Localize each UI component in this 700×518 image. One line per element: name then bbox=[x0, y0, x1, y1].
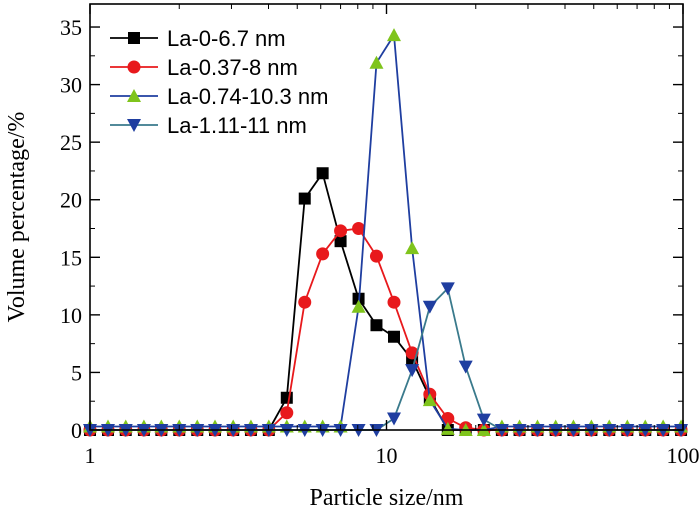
y-tick-label: 15 bbox=[60, 245, 82, 270]
data-point bbox=[441, 411, 455, 425]
series-line bbox=[90, 34, 682, 431]
data-point bbox=[387, 412, 402, 426]
data-point bbox=[422, 393, 437, 407]
data-point bbox=[352, 222, 366, 236]
axes: 1 10 100 0 5 10 15 20 25 30 35 bbox=[60, 3, 700, 468]
data-point bbox=[405, 364, 420, 378]
data-point bbox=[298, 192, 311, 205]
data-point bbox=[440, 282, 455, 296]
legend-entry: La-0.37-8 nm bbox=[110, 55, 298, 80]
y-axis-title: Volume percentage/% bbox=[4, 112, 30, 323]
x-axis-title: Particle size/nm bbox=[310, 485, 464, 511]
series-4 bbox=[83, 282, 689, 437]
x-tick-label: 10 bbox=[376, 443, 398, 468]
data-point bbox=[280, 391, 293, 404]
legend-label: La-0-6.7 nm bbox=[167, 26, 286, 51]
x-tick-label: 1 bbox=[85, 443, 96, 468]
legend-entry: La-0.74-10.3 nm bbox=[110, 84, 328, 109]
legend-marker bbox=[127, 89, 141, 102]
data-point bbox=[458, 360, 473, 374]
legend-label: La-0.74-10.3 nm bbox=[167, 84, 328, 109]
data-point bbox=[298, 295, 312, 309]
legend-entry: La-0-6.7 nm bbox=[110, 26, 286, 51]
data-point bbox=[422, 300, 437, 314]
legend-entry: La-1.11-11 nm bbox=[110, 113, 307, 138]
data-point bbox=[388, 330, 401, 343]
data-point bbox=[351, 299, 366, 313]
y-tick-label: 30 bbox=[60, 73, 82, 98]
legend-marker bbox=[127, 60, 141, 74]
data-point bbox=[334, 235, 347, 248]
legend: La-0-6.7 nm La-0.37-8 nm La-0.74-10.3 nm La… bbox=[110, 26, 328, 138]
data-point bbox=[476, 413, 491, 427]
legend-label: La-0.37-8 nm bbox=[167, 55, 298, 80]
y-tick-label: 20 bbox=[60, 188, 82, 213]
data-point bbox=[369, 249, 383, 263]
series-line bbox=[90, 287, 682, 431]
data-point bbox=[405, 241, 420, 255]
data-point bbox=[387, 295, 401, 309]
series-1 bbox=[84, 167, 688, 436]
legend-marker bbox=[127, 119, 141, 132]
legend-marker bbox=[128, 32, 140, 44]
data-point bbox=[387, 28, 402, 42]
data-point bbox=[316, 247, 330, 261]
data-point bbox=[370, 319, 383, 332]
data-point bbox=[334, 224, 348, 238]
legend-label: La-1.11-11 nm bbox=[167, 113, 307, 138]
series-line bbox=[90, 227, 682, 431]
y-tick-label: 5 bbox=[71, 360, 82, 385]
series-line bbox=[90, 172, 682, 431]
y-tick-label: 25 bbox=[60, 130, 82, 155]
y-tick-label: 35 bbox=[60, 15, 82, 40]
data-point bbox=[280, 406, 294, 420]
data-point bbox=[369, 55, 384, 69]
series-2 bbox=[83, 222, 688, 437]
data-point bbox=[316, 167, 329, 180]
x-tick-label: 100 bbox=[667, 443, 700, 468]
y-tick-label: 10 bbox=[60, 303, 82, 328]
y-tick-label: 0 bbox=[71, 418, 82, 443]
data-point bbox=[440, 421, 455, 435]
